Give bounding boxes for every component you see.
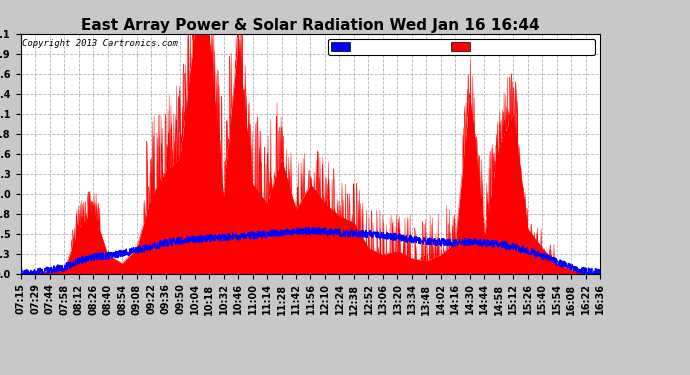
Text: Copyright 2013 Cartronics.com: Copyright 2013 Cartronics.com [22,39,178,48]
Legend: Radiation (w/m2), East Array (DC Watts): Radiation (w/m2), East Array (DC Watts) [328,39,595,55]
Title: East Array Power & Solar Radiation Wed Jan 16 16:44: East Array Power & Solar Radiation Wed J… [81,18,540,33]
